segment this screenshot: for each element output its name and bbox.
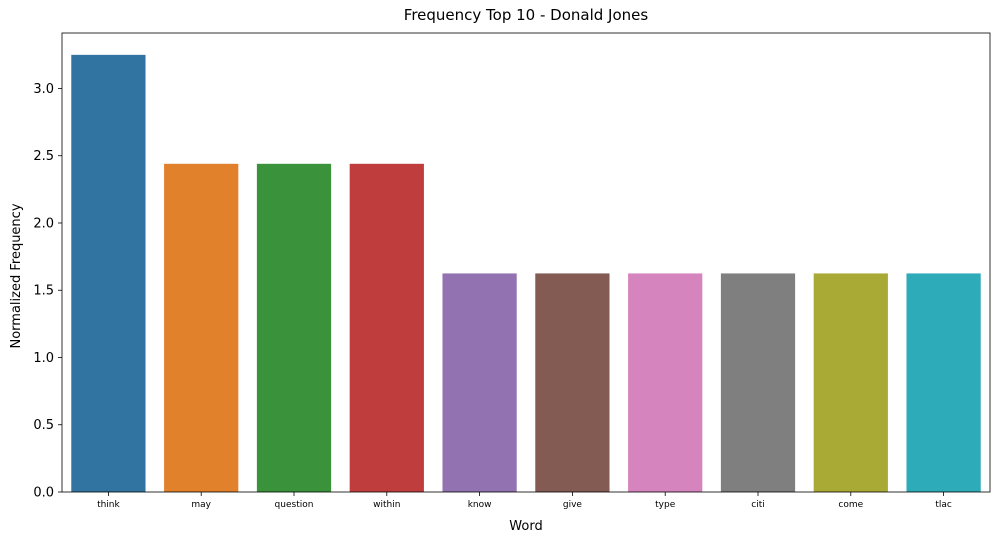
plot-frame <box>61 32 991 493</box>
x-tick-label: think <box>97 500 120 510</box>
y-axis-ticks: 0.0 0.5 1.0 1.5 2.0 2.5 3.0 <box>33 82 62 501</box>
x-axis-label: Word <box>509 519 542 534</box>
x-tick-label: tlac <box>935 500 952 510</box>
bar-question <box>256 163 332 493</box>
x-tick-label: may <box>191 500 211 510</box>
y-axis-label: Normalized Frequency <box>9 203 24 348</box>
y-tick-label: 3.0 <box>33 82 54 97</box>
bar-tlac <box>906 273 981 492</box>
x-tick-label: question <box>275 500 314 510</box>
bar-within <box>349 163 424 493</box>
x-tick-label: within <box>373 500 400 510</box>
y-tick-label: 2.0 <box>33 216 54 231</box>
x-tick-label: citi <box>751 500 764 510</box>
y-tick-label: 0.5 <box>33 418 54 433</box>
x-tick-label: give <box>563 500 583 510</box>
x-tick-label: come <box>838 500 863 510</box>
bar-come <box>813 273 888 492</box>
y-tick-label: 1.0 <box>33 351 54 366</box>
bar-type <box>628 273 703 492</box>
x-axis-ticks: think may question within know give type citi co… <box>97 492 952 510</box>
x-tick-label: type <box>655 500 676 510</box>
bar-may <box>164 163 239 493</box>
bar-know <box>442 273 517 492</box>
bar-give <box>535 273 610 492</box>
y-tick-label: 2.5 <box>33 149 54 164</box>
bar-citi <box>720 273 796 492</box>
y-tick-label: 0.0 <box>33 486 54 501</box>
x-tick-label: know <box>468 500 492 510</box>
y-tick-label: 1.5 <box>33 284 54 299</box>
bar-think <box>71 54 146 492</box>
bars-group <box>71 54 981 493</box>
chart-title: Frequency Top 10 - Donald Jones <box>404 6 649 24</box>
